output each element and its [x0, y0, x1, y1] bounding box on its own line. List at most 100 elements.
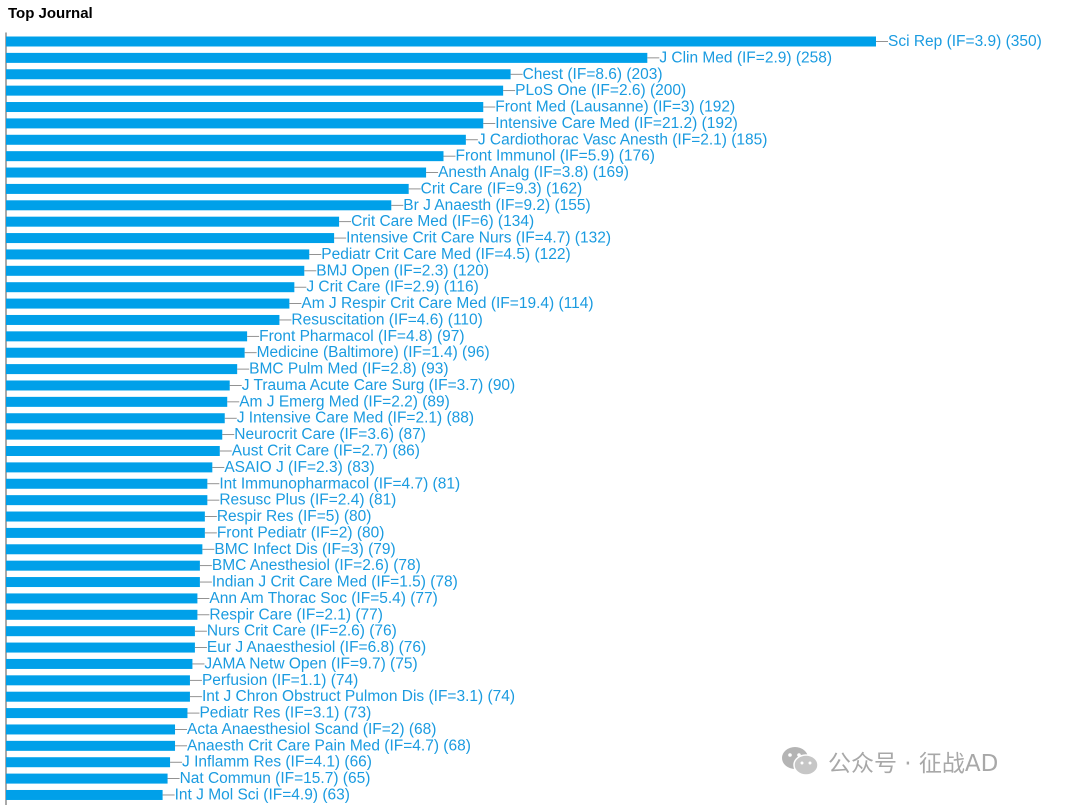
- bar: [6, 789, 163, 800]
- bar-label: Nat Commun (IF=15.7) (65): [180, 770, 371, 787]
- bar-label: Am J Respir Crit Care Med (IF=19.4) (114…: [301, 295, 593, 312]
- bar-label: Acta Anaesthesiol Scand (IF=2) (68): [187, 721, 436, 738]
- bar-label: J Crit Care (IF=2.9) (116): [306, 279, 478, 296]
- bar-label: J Clin Med (IF=2.9) (258): [659, 49, 832, 66]
- bar-label: BMJ Open (IF=2.3) (120): [316, 262, 489, 279]
- bar-label: Crit Care (IF=9.3) (162): [421, 180, 583, 197]
- bar: [6, 544, 203, 555]
- bar-label: Crit Care Med (IF=6) (134): [351, 213, 534, 230]
- bar-label: Anesth Analg (IF=3.8) (169): [438, 164, 629, 181]
- bar: [6, 396, 228, 407]
- bar: [6, 249, 310, 260]
- bar: [6, 724, 176, 735]
- chart-title: Top Journal: [8, 5, 93, 22]
- bar: [6, 642, 195, 653]
- bars-group: [6, 36, 876, 800]
- bar: [6, 757, 171, 768]
- bar-label: Sci Rep (IF=3.9) (350): [888, 33, 1042, 50]
- bar-label: Int J Chron Obstruct Pulmon Dis (IF=3.1)…: [202, 688, 515, 705]
- bar: [6, 265, 305, 276]
- bar: [6, 577, 200, 588]
- bar-label: JAMA Netw Open (IF=9.7) (75): [204, 655, 417, 672]
- bar: [6, 85, 504, 96]
- bar: [6, 216, 340, 227]
- bar-label: ASAIO J (IF=2.3) (83): [224, 459, 374, 476]
- bar-label: Eur J Anaesthesiol (IF=6.8) (76): [207, 639, 426, 656]
- bar: [6, 609, 198, 620]
- bar-label: Respir Res (IF=5) (80): [217, 508, 372, 525]
- bar: [6, 413, 225, 424]
- bar-label: Front Med (Lausanne) (IF=3) (192): [495, 99, 735, 116]
- bar-label: J Trauma Acute Care Surg (IF=3.7) (90): [242, 377, 516, 394]
- bar: [6, 331, 248, 342]
- bar: [6, 380, 230, 391]
- bar-label: Int J Mol Sci (IF=4.9) (63): [175, 786, 350, 803]
- bar: [6, 691, 190, 702]
- bar-label: J Intensive Care Med (IF=2.1) (88): [237, 410, 474, 427]
- bar: [6, 167, 427, 178]
- bar: [6, 364, 238, 375]
- bar: [6, 298, 290, 309]
- bar: [6, 740, 176, 751]
- bar-label: Perfusion (IF=1.1) (74): [202, 672, 358, 689]
- bar-label: Int Immunopharmacol (IF=4.7) (81): [219, 475, 460, 492]
- bar-label: Medicine (Baltimore) (IF=1.4) (96): [257, 344, 490, 361]
- bar: [6, 69, 511, 80]
- bar-label: Ann Am Thorac Soc (IF=5.4) (77): [209, 590, 437, 607]
- bar-label: Resuscitation (IF=4.6) (110): [291, 311, 482, 328]
- bar-label: Pediatr Crit Care Med (IF=4.5) (122): [321, 246, 570, 263]
- bar-label: Aust Crit Care (IF=2.7) (86): [232, 443, 420, 460]
- bar: [6, 462, 213, 473]
- bar: [6, 626, 195, 637]
- bar-label: BMC Pulm Med (IF=2.8) (93): [249, 361, 448, 378]
- bar: [6, 773, 168, 784]
- bar-label: Am J Emerg Med (IF=2.2) (89): [239, 393, 450, 410]
- bar-label: J Inflamm Res (IF=4.1) (66): [182, 754, 372, 771]
- bar: [6, 446, 220, 456]
- bar-label: Pediatr Res (IF=3.1) (73): [199, 705, 371, 722]
- bar: [6, 478, 208, 489]
- bar-label: Chest (IF=8.6) (203): [523, 66, 663, 83]
- watermark: 公众号 · 征战AD: [780, 744, 998, 778]
- bar: [6, 347, 245, 358]
- bar-label: Front Pharmacol (IF=4.8) (97): [259, 328, 464, 345]
- bar: [6, 708, 188, 719]
- bar-label: Front Pediatr (IF=2) (80): [217, 524, 385, 541]
- bar: [6, 102, 484, 113]
- bar: [6, 233, 335, 244]
- bar-label: Neurocrit Care (IF=3.6) (87): [234, 426, 426, 443]
- wechat-icon: [782, 747, 819, 776]
- bar-label: Intensive Crit Care Nurs (IF=4.7) (132): [346, 230, 611, 247]
- bar: [6, 560, 200, 571]
- bar-label: Br J Anaesth (IF=9.2) (155): [403, 197, 590, 214]
- bar: [6, 314, 280, 325]
- bar: [6, 118, 484, 129]
- bar: [6, 282, 295, 293]
- bar-label: BMC Anesthesiol (IF=2.6) (78): [212, 557, 421, 574]
- bar: [6, 36, 876, 47]
- bar-label: Respir Care (IF=2.1) (77): [209, 606, 383, 623]
- bar: [6, 134, 466, 145]
- bar: [6, 183, 409, 194]
- bar-label: Indian J Crit Care Med (IF=1.5) (78): [212, 574, 458, 591]
- bar: [6, 429, 223, 440]
- bar: [6, 495, 208, 506]
- bar-label: J Cardiothorac Vasc Anesth (IF=2.1) (185…: [478, 131, 768, 148]
- watermark-text: 公众号 · 征战AD: [828, 751, 999, 777]
- bar: [6, 658, 193, 669]
- bar-label: Intensive Care Med (IF=21.2) (192): [495, 115, 738, 132]
- bar: [6, 151, 444, 162]
- labels-group: Sci Rep (IF=3.9) (350) J Clin Med (IF=2.9…: [162, 33, 1042, 803]
- bar: [6, 527, 205, 538]
- bar-label: BMC Infect Dis (IF=3) (79): [214, 541, 395, 558]
- bar-label: PLoS One (IF=2.6) (200): [515, 82, 686, 99]
- bar-label: Front Immunol (IF=5.9) (176): [455, 148, 654, 165]
- bar-label: Resusc Plus (IF=2.4) (81): [219, 492, 396, 509]
- bar-label: Nurs Crit Care (IF=2.6) (76): [207, 623, 397, 640]
- bar: [6, 675, 190, 686]
- bar: [6, 52, 648, 63]
- bar: [6, 593, 198, 604]
- bar-label: Anaesth Crit Care Pain Med (IF=4.7) (68): [187, 737, 471, 754]
- bar: [6, 511, 205, 522]
